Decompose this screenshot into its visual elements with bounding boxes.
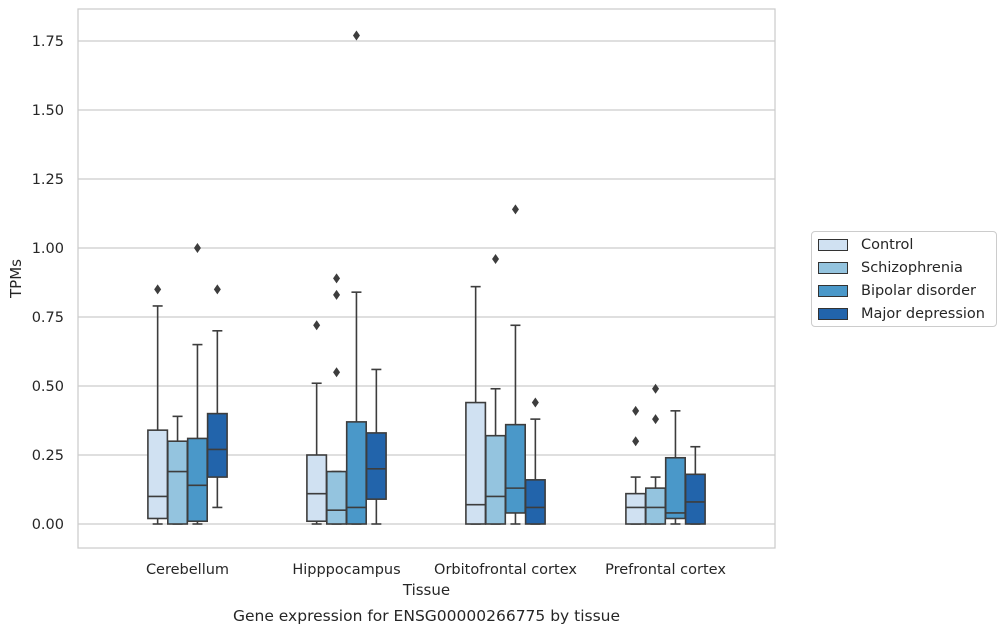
outlier-point	[652, 414, 660, 425]
legend-swatch	[818, 262, 848, 274]
box-iqr	[345, 421, 368, 525]
box-iqr	[524, 479, 546, 525]
x-tick-label: Hipppocampus	[292, 562, 400, 578]
legend-item: Control	[818, 235, 913, 255]
box-iqr	[325, 470, 348, 525]
outlier-point	[154, 284, 162, 295]
outlier-point	[632, 436, 640, 447]
legend: Control Schizophrenia Bipolar disorder Majo…	[811, 231, 997, 327]
box-control	[465, 285, 487, 525]
box-bipolar-disorder	[186, 243, 208, 525]
y-tick-labels: 0.00 0.25 0.50 0.75 1.00 1.25 1.50 1.75	[32, 34, 64, 533]
legend-item: Bipolar disorder	[818, 281, 976, 301]
legend-label: Control	[861, 237, 914, 253]
legend-swatch	[818, 308, 848, 320]
box-iqr	[365, 432, 387, 500]
box-bipolar-disorder	[345, 30, 368, 525]
legend-swatch	[818, 239, 848, 251]
y-tick-label: 0.00	[32, 517, 64, 533]
box-iqr	[206, 412, 228, 478]
box-iqr	[147, 429, 169, 520]
legend-item: Schizophrenia	[818, 258, 963, 278]
box-major-depression	[524, 397, 546, 525]
box-iqr	[167, 440, 189, 525]
y-tick-label: 1.75	[32, 34, 64, 50]
box-bipolar-disorder	[504, 204, 527, 525]
outlier-point	[333, 367, 341, 378]
box-iqr	[306, 454, 328, 523]
box-control	[147, 284, 169, 525]
box-major-depression	[365, 368, 387, 525]
box-iqr	[684, 473, 706, 525]
box-schizophrenia	[484, 254, 507, 525]
outlier-point	[333, 273, 341, 284]
box-iqr	[465, 401, 487, 525]
x-tick-labels: Cerebellum Hipppocampus Orbitofrontal cort…	[146, 562, 726, 578]
box-schizophrenia	[644, 383, 667, 525]
chart-title: Gene expression for ENSG00000266775 by t…	[233, 607, 620, 625]
legend-item: Major depression	[818, 304, 985, 324]
legend-label: Major depression	[861, 306, 985, 322]
y-tick-label: 1.25	[32, 172, 64, 188]
legend-swatch	[818, 285, 848, 297]
box-iqr	[504, 423, 527, 514]
y-tick-label: 1.50	[32, 103, 64, 119]
box-plots	[147, 30, 706, 525]
box-bipolar-disorder	[664, 410, 687, 525]
x-tick-label: Orbitofrontal cortex	[434, 562, 577, 578]
outlier-point	[333, 289, 341, 300]
y-tick-label: 1.00	[32, 241, 64, 257]
x-tick-label: Prefrontal cortex	[605, 562, 726, 578]
x-axis-label: Tissue	[402, 581, 450, 599]
outlier-point	[632, 405, 640, 416]
outlier-point	[352, 30, 360, 41]
box-iqr	[664, 456, 687, 520]
box-control	[625, 405, 647, 525]
box-schizophrenia	[325, 273, 348, 525]
x-tick-label: Cerebellum	[146, 562, 229, 578]
y-tick-label: 0.25	[32, 448, 64, 464]
outlier-point	[652, 383, 660, 394]
box-iqr	[186, 437, 208, 523]
y-tick-label: 0.75	[32, 310, 64, 326]
outlier-point	[213, 284, 221, 295]
outlier-point	[511, 204, 519, 215]
plot-frame	[77, 8, 776, 549]
legend-label: Bipolar disorder	[861, 283, 976, 299]
outlier-point	[313, 320, 321, 331]
box-iqr	[484, 434, 507, 525]
outlier-point	[531, 397, 539, 408]
box-major-depression	[684, 445, 706, 525]
legend-label: Schizophrenia	[861, 260, 963, 276]
box-schizophrenia	[167, 415, 189, 525]
box-control	[306, 320, 328, 525]
y-tick-label: 0.50	[32, 379, 64, 395]
box-iqr	[625, 492, 647, 525]
box-iqr	[644, 487, 667, 525]
outlier-point	[193, 243, 201, 253]
outlier-point	[492, 254, 500, 265]
box-major-depression	[206, 284, 228, 509]
y-axis-label: TPMs	[7, 259, 25, 299]
